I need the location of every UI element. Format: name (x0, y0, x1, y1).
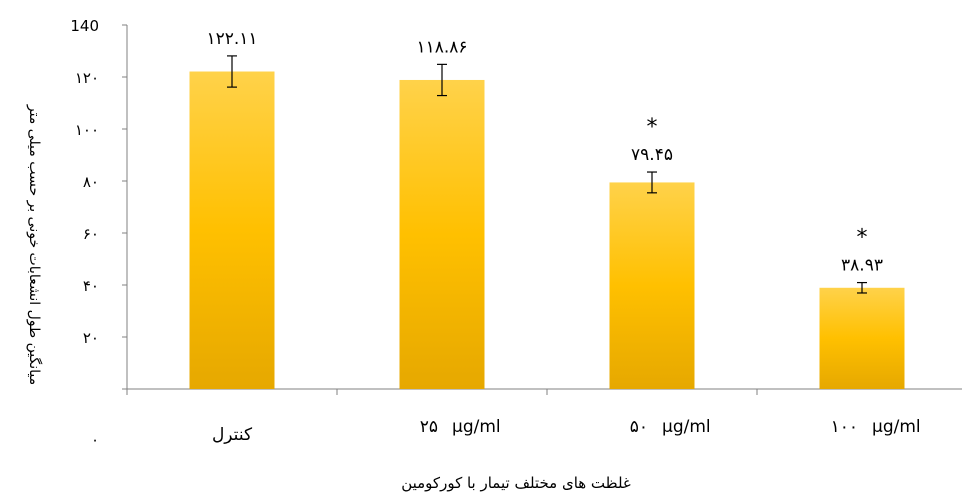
y-tick-label: ۲۰ (83, 329, 99, 347)
y-tick-label: ۰ (91, 431, 99, 449)
error-bar (227, 55, 237, 88)
category-unit: µg/ml (662, 417, 711, 437)
error-bar (437, 63, 447, 97)
category-label: ۲۵ (420, 417, 438, 437)
x-axis-title: غلظت های مختلف تیمار با کورکومین (401, 474, 631, 492)
significance-marker: * (857, 226, 868, 251)
data-label: ۱۱۸.۸۶ (416, 37, 467, 57)
category-unit: µg/ml (872, 417, 921, 437)
y-tick-label: ۶۰ (83, 225, 99, 243)
category-label: ۱۰۰ (831, 417, 858, 437)
bar (819, 287, 905, 389)
bar (189, 71, 275, 389)
significance-marker: * (647, 115, 658, 140)
y-tick-label: ۱۰۰ (75, 121, 99, 139)
y-tick-label: ۴۰ (83, 277, 99, 295)
y-axis-title: میانگین طول انشعابات خونی بر حسب میلی مت… (26, 104, 43, 385)
error-bar (857, 281, 867, 294)
category-unit: µg/ml (452, 417, 501, 437)
data-label: ۱۲۲.۱۱ (206, 29, 257, 49)
data-label: ۳۸.۹۳ (841, 256, 883, 276)
y-tick-label: ۱۲۰ (75, 69, 99, 87)
category-label: ۵۰ (630, 417, 648, 437)
error-bar (647, 171, 657, 194)
bar (399, 79, 485, 390)
bar (609, 182, 695, 389)
y-tick-label: 140 (70, 17, 99, 35)
category-label: کنترل (212, 425, 253, 445)
data-label: ۷۹.۴۵ (631, 145, 673, 165)
y-tick-label: ۸۰ (83, 173, 99, 191)
